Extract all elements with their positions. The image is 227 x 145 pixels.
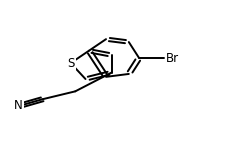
Text: S: S — [67, 57, 74, 70]
Text: N: N — [14, 99, 22, 112]
Text: Br: Br — [165, 51, 178, 65]
